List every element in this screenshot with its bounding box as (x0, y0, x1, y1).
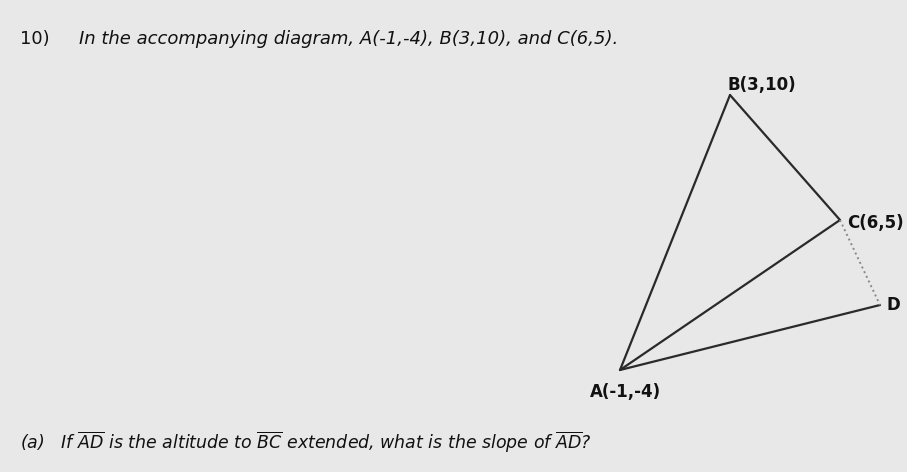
Text: C(6,5): C(6,5) (847, 214, 903, 232)
Text: (a)   If $\overline{AD}$ is the altitude to $\overline{BC}$ extended, what is th: (a) If $\overline{AD}$ is the altitude t… (20, 430, 591, 455)
Text: D: D (886, 296, 900, 314)
Text: B(3,10): B(3,10) (727, 76, 796, 94)
Text: 10): 10) (20, 30, 50, 48)
Text: A(-1,-4): A(-1,-4) (590, 383, 660, 401)
Text: In the accompanying diagram, A(-1,-4), B(3,10), and C(6,5).: In the accompanying diagram, A(-1,-4), B… (56, 30, 619, 48)
